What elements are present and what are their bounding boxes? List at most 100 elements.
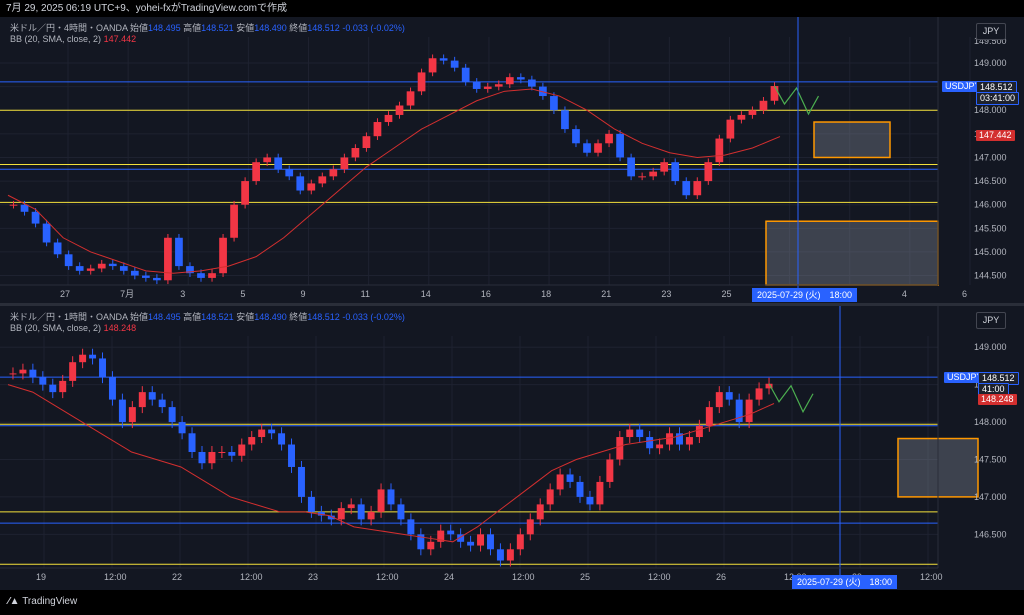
candle <box>649 171 658 177</box>
symbol-badge: USDJPY <box>942 81 984 92</box>
legend-symbol[interactable]: 米ドル／円・4時間・OANDA <box>10 23 128 33</box>
bb-label: BB (20, SMA, close, 2) <box>10 34 102 44</box>
time-tick: 12:00 <box>648 572 671 582</box>
candle <box>297 466 305 497</box>
time-tick: 12:00 <box>376 572 399 582</box>
legend-open-label: 始値 <box>130 312 149 322</box>
time-tick: 12:00 <box>240 572 263 582</box>
candle <box>450 60 459 68</box>
price-tick: 148.000 <box>974 105 1007 115</box>
candle <box>735 399 743 423</box>
candle <box>437 530 445 542</box>
time-tick: 23 <box>308 572 318 582</box>
brand-text: TradingView <box>22 596 78 607</box>
candle <box>274 157 283 170</box>
crosshair-time-badge: 2025-07-29 (火) 18:00 <box>752 288 858 302</box>
legend-open: 148.495 <box>148 23 181 33</box>
candle <box>31 211 40 224</box>
candle <box>377 489 385 512</box>
time-tick: 27 <box>60 289 70 299</box>
candle <box>219 237 227 274</box>
candle <box>118 399 126 423</box>
candle <box>329 169 338 177</box>
bb-value: 148.248 <box>103 323 137 333</box>
legend-symbol[interactable]: 米ドル／円・1時間・OANDA <box>10 312 128 322</box>
time-tick: 3 <box>180 289 185 299</box>
candle <box>340 157 349 170</box>
candle <box>268 429 276 434</box>
legend-close: 148.512 <box>307 23 340 33</box>
currency-button[interactable]: JPY <box>976 23 1006 40</box>
candle <box>704 162 713 182</box>
candle <box>384 114 393 123</box>
chart-panel-4h[interactable]: 149.000148.500148.000147.500147.000146.5… <box>0 17 1024 303</box>
candle <box>19 369 27 374</box>
currency-button[interactable]: JPY <box>976 312 1006 329</box>
candle <box>506 549 514 561</box>
candle <box>258 429 266 438</box>
candle <box>9 373 17 375</box>
candle <box>318 176 327 184</box>
candle <box>483 86 492 89</box>
candle <box>596 481 604 505</box>
time-tick: 24 <box>444 572 454 582</box>
candle <box>682 181 691 196</box>
candle <box>755 388 763 400</box>
tradingview-logo[interactable]: ⁄▲ TradingView <box>8 596 77 607</box>
candle <box>770 86 779 101</box>
candle <box>725 392 733 400</box>
time-tick: 6 <box>962 289 967 299</box>
time-tick: 7月 <box>120 289 134 299</box>
price-tick: 144.500 <box>974 271 1007 281</box>
legend-bb-4h[interactable]: BB (20, SMA, close, 2) 147.442 <box>10 34 136 44</box>
candle <box>99 358 106 378</box>
candle <box>79 354 87 363</box>
candle <box>397 504 405 520</box>
candle <box>705 407 713 426</box>
candle <box>516 77 525 80</box>
candle <box>317 511 325 516</box>
candle <box>477 534 485 546</box>
candle <box>550 96 558 111</box>
panel-separator[interactable] <box>0 303 1024 306</box>
candle <box>685 437 693 445</box>
candle <box>238 444 246 456</box>
candle <box>472 81 481 89</box>
chart-canvas-4h[interactable]: 149.000148.500148.000147.500147.000146.5… <box>0 17 1024 303</box>
candle <box>693 181 702 196</box>
candle <box>75 266 84 271</box>
bb-badge: 148.248 <box>978 394 1017 405</box>
candle <box>168 407 176 423</box>
candle <box>20 204 29 212</box>
candle <box>351 148 360 158</box>
legend-high: 148.521 <box>201 23 234 33</box>
candle <box>638 176 647 178</box>
candle <box>759 100 768 111</box>
time-tick: 23 <box>661 289 671 299</box>
legend-change: -0.033 (-0.02%) <box>342 23 405 33</box>
candle <box>198 452 206 464</box>
candle <box>86 268 95 271</box>
candle <box>29 369 37 378</box>
candle <box>583 143 591 153</box>
header-text: 7月 29, 2025 06:19 UTC+9、yohei-fxがTrading… <box>6 3 287 14</box>
candle <box>188 433 196 452</box>
price-tick: 148.000 <box>974 417 1007 427</box>
candle <box>208 273 216 278</box>
chart-canvas-1h[interactable]: 149.000148.500148.000147.500147.000146.5… <box>0 306 1024 590</box>
candle <box>197 273 205 278</box>
candle <box>572 129 580 144</box>
footer-bar <box>0 590 1024 615</box>
legend-bb-1h[interactable]: BB (20, SMA, close, 2) 148.248 <box>10 323 136 333</box>
candle <box>69 362 77 381</box>
candle <box>417 534 425 550</box>
candle <box>278 433 286 445</box>
price-tick: 146.500 <box>974 176 1007 186</box>
chart-panel-1h[interactable]: 149.000148.500148.000147.500147.000146.5… <box>0 306 1024 590</box>
candle <box>138 392 146 408</box>
candle <box>178 422 186 434</box>
price-tick: 146.000 <box>974 200 1007 210</box>
candle <box>263 157 272 163</box>
candle <box>616 437 624 460</box>
candle <box>49 384 57 393</box>
